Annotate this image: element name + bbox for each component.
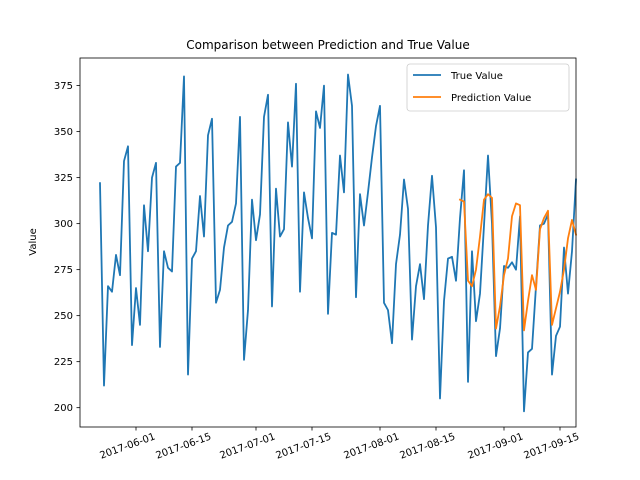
y-tick-label: 350: [54, 127, 73, 138]
plot-lines: [99, 73, 578, 413]
legend: True Value Prediction Value: [406, 63, 570, 112]
plot-frame: [79, 57, 577, 428]
legend-label-true-value: True Value: [450, 71, 503, 82]
y-tick-label: 200: [54, 403, 73, 414]
legend-box: [406, 63, 570, 112]
legend-label-prediction-value: Prediction Value: [451, 93, 531, 104]
y-tick-label: 300: [54, 219, 73, 230]
y-tick-label: 325: [54, 173, 73, 184]
y-tick-label: 275: [54, 265, 73, 276]
chart-title: Comparison between Prediction and True V…: [186, 38, 469, 52]
y-tick-label: 225: [54, 357, 73, 368]
y-axis-label: Value: [28, 228, 39, 255]
y-axis: 200 225 250 275 300 325 350 375: [54, 81, 80, 414]
series-line-true-value: [99, 73, 577, 413]
series-line-prediction-value: [458, 193, 578, 332]
y-tick-label: 375: [54, 81, 73, 92]
y-tick-label: 250: [54, 311, 73, 322]
